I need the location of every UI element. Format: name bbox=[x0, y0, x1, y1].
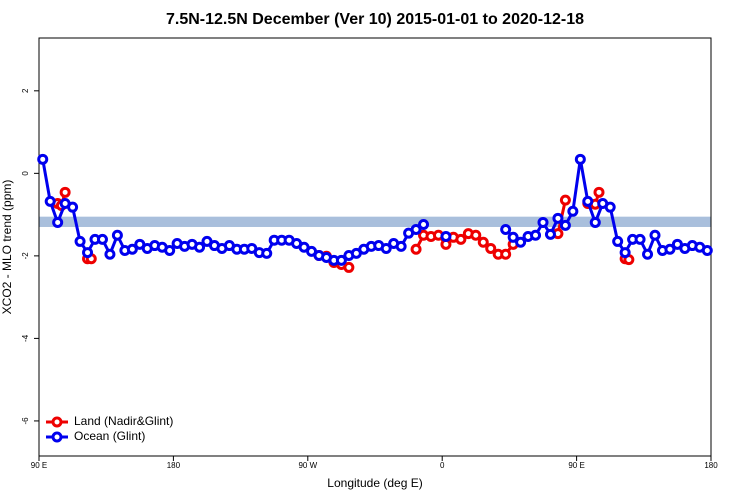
data-point bbox=[82, 247, 94, 259]
data-point bbox=[500, 248, 512, 260]
y-tick-label: -6 bbox=[21, 417, 30, 425]
x-tick-label: 90 E bbox=[568, 461, 584, 470]
data-point bbox=[335, 254, 347, 266]
data-point bbox=[559, 194, 571, 206]
data-point bbox=[194, 241, 206, 253]
data-point bbox=[537, 216, 549, 228]
data-point bbox=[37, 153, 49, 165]
x-tick-label: 0 bbox=[440, 461, 445, 470]
data-point bbox=[59, 186, 71, 198]
x-tick-label: 180 bbox=[167, 461, 181, 470]
data-point bbox=[477, 236, 489, 248]
reference-band bbox=[39, 216, 711, 227]
data-point bbox=[395, 240, 407, 252]
legend-label: Ocean (Glint) bbox=[74, 429, 145, 443]
data-point bbox=[604, 201, 616, 213]
data-point bbox=[559, 219, 571, 231]
legend-marker bbox=[51, 431, 63, 443]
data-point bbox=[380, 242, 392, 254]
data-point bbox=[515, 236, 527, 248]
legend-label: Land (Nadir&Glint) bbox=[74, 414, 173, 428]
data-point bbox=[410, 223, 422, 235]
data-point bbox=[593, 186, 605, 198]
data-point bbox=[111, 229, 123, 241]
data-point bbox=[455, 233, 467, 245]
data-point bbox=[589, 216, 601, 228]
data-point bbox=[164, 245, 176, 257]
data-point bbox=[582, 195, 594, 207]
legend-marker bbox=[51, 416, 63, 428]
x-axis-label: Longitude (deg E) bbox=[327, 476, 422, 490]
data-point bbox=[567, 205, 579, 217]
data-point bbox=[104, 248, 116, 260]
data-point bbox=[500, 223, 512, 235]
data-point bbox=[574, 153, 586, 165]
data-point bbox=[664, 243, 676, 255]
data-point bbox=[440, 230, 452, 242]
data-point bbox=[507, 231, 519, 243]
data-point bbox=[96, 233, 108, 245]
data-point bbox=[552, 212, 564, 224]
data-point bbox=[701, 245, 713, 257]
data-point bbox=[642, 248, 654, 260]
data-point bbox=[74, 235, 86, 247]
data-point bbox=[619, 247, 631, 259]
data-point bbox=[410, 243, 422, 255]
y-tick-label: 2 bbox=[21, 88, 30, 93]
data-point bbox=[612, 235, 624, 247]
data-point bbox=[418, 219, 430, 231]
x-tick-label: 90 E bbox=[31, 461, 47, 470]
data-point bbox=[530, 229, 542, 241]
data-point bbox=[634, 233, 646, 245]
x-tick-label: 180 bbox=[704, 461, 718, 470]
data-point bbox=[261, 247, 273, 259]
data-point bbox=[67, 201, 79, 213]
data-point bbox=[485, 242, 497, 254]
data-point bbox=[544, 228, 556, 240]
data-point bbox=[126, 243, 138, 255]
chart-title: 7.5N-12.5N December (Ver 10) 2015-01-01 … bbox=[166, 11, 584, 28]
x-tick-label: 90 W bbox=[298, 461, 317, 470]
data-point bbox=[649, 229, 661, 241]
y-tick-label: 0 bbox=[21, 171, 30, 176]
y-tick-label: -4 bbox=[21, 334, 30, 342]
data-point bbox=[343, 261, 355, 273]
y-tick-label: -2 bbox=[21, 252, 30, 260]
data-point bbox=[470, 229, 482, 241]
data-point bbox=[52, 216, 64, 228]
data-point bbox=[44, 195, 56, 207]
y-axis-label: XCO2 - MLO trend (ppm) bbox=[0, 180, 14, 315]
